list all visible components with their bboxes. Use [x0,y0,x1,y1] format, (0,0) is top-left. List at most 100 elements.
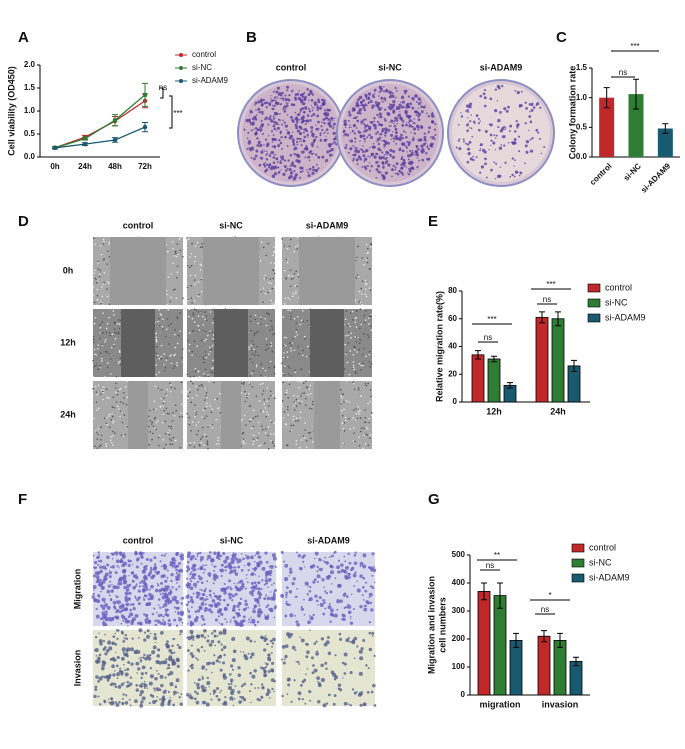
colony [342,131,346,134]
stained-cell [327,693,331,697]
cell [283,336,286,339]
stained-cell [124,634,128,637]
cell [170,354,173,356]
cell [206,440,209,442]
stained-cell [196,552,200,555]
stained-cell [171,586,174,589]
stained-cell [364,581,368,584]
stained-cell [288,575,291,577]
cell [307,432,310,434]
colony [273,127,277,131]
colony [412,122,415,124]
stained-cell [94,685,98,689]
stained-cell [171,660,176,665]
colony [402,130,405,133]
stained-cell [165,553,167,555]
cell [190,284,192,287]
colony [395,142,398,145]
cell [200,438,202,440]
cell [105,443,107,445]
cell [114,432,116,434]
cell [182,256,184,258]
colony [420,151,424,154]
cell [261,241,263,243]
colony [273,154,276,156]
cell [148,415,150,418]
stained-cell [265,662,269,666]
stained-cell [192,582,198,587]
colony [363,137,366,141]
cell [242,440,245,442]
colony [278,123,280,126]
colony [323,109,326,111]
stained-cell [122,651,125,654]
stained-cell [253,560,256,563]
cell [270,433,272,436]
stained-cell [149,632,152,635]
stained-cell [230,557,235,562]
stained-cell [265,573,269,577]
cell [162,363,165,366]
stained-cell [113,605,117,609]
cell [93,348,96,351]
cell [164,393,167,395]
cell [206,396,208,399]
stained-cell [201,700,206,705]
cell [112,310,115,312]
colony [389,103,393,107]
stained-cell [227,685,233,691]
cell [343,401,345,403]
cell [365,355,367,358]
cell [262,246,265,249]
colony [273,120,276,124]
colony [319,105,322,107]
colony [508,129,511,132]
stained-cell [317,680,319,683]
colony [488,149,490,151]
cell [188,315,190,318]
stained-cell [222,598,226,602]
stained-cell [149,566,153,570]
stained-cell [240,619,244,624]
cell [354,299,357,301]
colony [414,154,416,156]
cell [93,237,95,240]
cell [105,327,108,330]
colony [426,112,428,115]
stained-cell [294,649,297,652]
stained-cell [232,552,235,555]
stained-cell [189,577,192,581]
stained-cell [219,668,223,672]
stained-cell [256,697,260,701]
cell [312,441,314,443]
cell [266,347,269,350]
stained-cell [124,595,128,600]
colony [299,108,303,112]
stained-cell [260,636,264,640]
cell [302,435,305,438]
stained-cell [113,551,116,554]
cell [289,312,292,315]
stained-cell [266,596,271,601]
colony [283,121,286,124]
cell [123,397,125,399]
stained-cell [207,554,212,559]
cell [200,383,203,386]
cell [192,314,194,316]
stained-cell [157,604,160,607]
colony [415,124,420,128]
stained-cell [233,582,235,585]
stained-cell [207,572,212,577]
stained-cell [145,617,149,621]
stained-cell [160,683,164,688]
stained-cell [239,597,243,601]
stained-cell [368,566,372,570]
colony [352,124,356,128]
stained-cell [264,662,266,664]
colony [385,156,388,159]
cell [264,432,267,434]
stained-cell [337,570,341,574]
colony [384,119,387,122]
colony [311,104,313,106]
cell [188,308,191,311]
